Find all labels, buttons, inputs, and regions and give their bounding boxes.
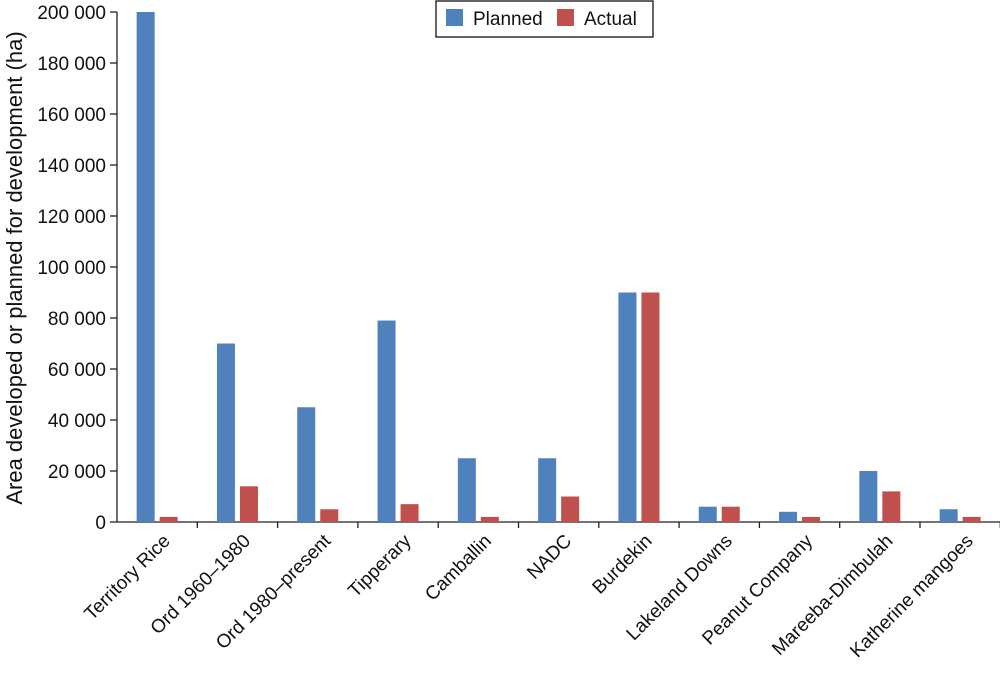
category-label: NADC — [523, 531, 576, 584]
bar-actual — [239, 486, 258, 522]
y-tick-label: 40 000 — [48, 411, 106, 432]
y-tick-label: 200 000 — [37, 3, 106, 24]
bar-planned — [538, 458, 557, 522]
bar-planned — [939, 509, 958, 522]
bar-actual — [480, 516, 499, 522]
y-tick-label: 100 000 — [37, 258, 106, 279]
bars — [136, 12, 981, 522]
y-axis-title: Area developed or planned for developmen… — [2, 31, 27, 504]
y-tick-label: 20 000 — [48, 462, 106, 483]
category-label: Camballin — [421, 531, 496, 606]
bar-planned — [136, 12, 155, 522]
bar-planned — [297, 407, 316, 522]
bar-planned — [618, 292, 637, 522]
bar-actual — [400, 504, 419, 522]
bar-planned — [377, 320, 396, 522]
y-tick-label: 180 000 — [37, 54, 106, 75]
bar-planned — [216, 343, 235, 522]
legend-label-planned: Planned — [473, 9, 543, 30]
bar-actual — [721, 506, 740, 522]
y-tick-label: 160 000 — [37, 105, 106, 126]
bar-actual — [802, 516, 821, 522]
legend: Planned Actual — [435, 0, 654, 38]
bar-planned — [859, 471, 878, 522]
legend-box — [435, 0, 654, 38]
y-tick-label: 60 000 — [48, 360, 106, 381]
legend-label-actual: Actual — [584, 9, 637, 30]
y-tick-label: 80 000 — [48, 309, 106, 330]
bar-actual — [882, 491, 901, 522]
y-tick-label: 140 000 — [37, 156, 106, 177]
legend-swatch-actual — [557, 9, 574, 26]
bar-actual — [159, 516, 178, 522]
bar-planned — [698, 506, 717, 522]
axes: 0 20 000 40 000 60 000 80 000 100 000 120 000 1… — [37, 3, 1000, 534]
bar-actual — [962, 516, 981, 522]
bar-actual — [561, 496, 580, 522]
bar-actual — [320, 509, 339, 522]
bar-planned — [457, 458, 476, 522]
legend-swatch-planned — [446, 9, 463, 26]
y-tick-label: 120 000 — [37, 207, 106, 228]
bar-planned — [779, 511, 798, 522]
bar-actual — [641, 292, 660, 522]
category-label: Tipperary — [344, 530, 415, 601]
category-label: Burdekin — [589, 531, 657, 599]
y-tick-label: 0 — [95, 513, 106, 534]
